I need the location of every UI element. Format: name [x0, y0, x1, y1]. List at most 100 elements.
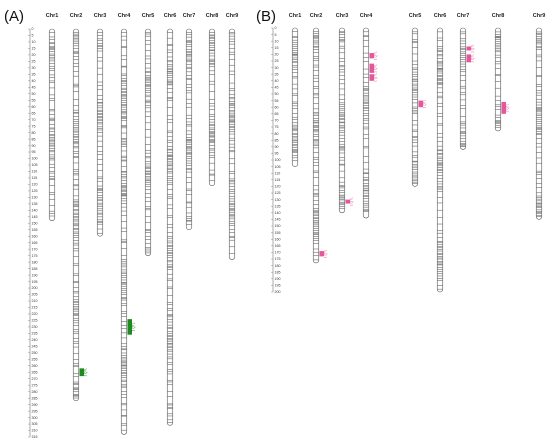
chromosome-body — [494, 27, 502, 132]
ruler-tick-label: 110 — [32, 170, 38, 174]
ruler-tick-label: 165 — [275, 244, 281, 248]
chromosome-chr9: Chr9 — [533, 13, 546, 220]
panel-a: (A) 0 5 10 15 20 25 30 35 40 45 50 55 60 65 70 75 80 85 90… — [4, 8, 238, 439]
ruler-tick-label: 290 — [32, 403, 38, 407]
ruler-tick-label: 130 — [275, 198, 281, 202]
ruler-tick-label: 195 — [275, 284, 281, 288]
chromosome-title: Chr3 — [336, 13, 349, 19]
ruler-tick-label: 30 — [275, 66, 279, 70]
ruler-tick-label: 0 — [275, 26, 277, 30]
ruler-tick-label: 140 — [32, 209, 38, 213]
qtl-label: 1 QTL — [84, 368, 88, 377]
qtl-block: 1 QTL — [418, 99, 427, 108]
chromosome-title: Chr5 — [409, 13, 422, 19]
ruler-tick-label: 145 — [32, 215, 38, 219]
chromosome-title: Chr6 — [434, 13, 447, 19]
ruler-tick-label: 170 — [32, 247, 38, 251]
chromosome-body — [338, 27, 346, 214]
qtl-bar — [319, 251, 324, 257]
qtl-label: 2 QTL — [506, 103, 510, 112]
chromosome-title: Chr3 — [94, 13, 107, 19]
ruler-tick-label: 0 — [32, 27, 34, 31]
ruler-tick-label: 190 — [275, 277, 281, 281]
ruler-tick-label: 20 — [32, 53, 36, 57]
chromosome-chr2: Chr2 — [310, 13, 323, 264]
chromosome-title: Chr4 — [118, 13, 131, 19]
chromosome-title: Chr8 — [206, 13, 219, 19]
chromosome-chr4: Chr4 — [360, 13, 373, 219]
chromosome-body — [96, 28, 104, 237]
chromosome-title: Chr2 — [310, 13, 323, 19]
qtl-block: 2 QTL — [369, 63, 378, 73]
ruler-tick-label: 175 — [275, 257, 281, 261]
chromosome-body — [144, 28, 152, 256]
ruler-tick-label: 45 — [32, 85, 36, 89]
chromosome-body — [72, 28, 80, 402]
qtl-label: 1 QTL — [374, 73, 378, 82]
qtl-label: 1 QTL — [350, 197, 354, 206]
ruler-tick-label: 235 — [32, 332, 38, 336]
chromosome-title: Chr7 — [183, 13, 196, 19]
chromosome-body — [362, 27, 370, 219]
chromosome-chr5: Chr5 — [142, 13, 154, 256]
ruler-tick-label: 255 — [32, 357, 38, 361]
ruler-tick-label: 50 — [275, 92, 279, 96]
qtl-block: 1 QTL — [79, 368, 88, 377]
ruler-tick-label: 265 — [32, 370, 38, 374]
ruler-tick-label: 285 — [32, 396, 38, 400]
panel-b-label: (B) — [256, 8, 276, 25]
qtl-bar — [79, 368, 84, 377]
ruler-tick-label: 195 — [32, 280, 38, 284]
qtl-bar — [369, 63, 374, 73]
chromosome-title: Chr9 — [533, 13, 546, 19]
chromosome-title: Chr6 — [164, 13, 177, 19]
ruler-tick-label: 105 — [275, 165, 281, 169]
ruler-tick-label: 80 — [32, 131, 36, 135]
ruler-tick-label: 150 — [32, 221, 38, 225]
ruler-tick-label: 100 — [275, 158, 281, 162]
ruler-tick-label: 35 — [32, 73, 36, 77]
ruler-tick-label: 60 — [32, 105, 36, 109]
ruler-tick-label: 125 — [275, 191, 281, 195]
ruler-tick-label: 295 — [32, 409, 38, 413]
ruler-tick-label: 65 — [32, 111, 36, 115]
ruler-tick-label: 135 — [32, 202, 38, 206]
ruler-tick-label: 55 — [275, 99, 279, 103]
ruler-tick-label: 260 — [32, 364, 38, 368]
qtl-bar — [369, 53, 374, 59]
qtl-bar — [127, 319, 132, 335]
chromosome-body — [291, 27, 299, 167]
ruler-tick-label: 75 — [275, 125, 279, 129]
chromosome-body — [185, 28, 193, 231]
ruler-tick-label: 185 — [275, 270, 281, 274]
qtl-block: 1 QTL — [369, 73, 378, 82]
ruler-tick-label: 115 — [275, 178, 281, 182]
qtl-block: 2 QTL — [501, 101, 510, 114]
ruler-tick-label: 165 — [32, 241, 38, 245]
ruler-tick-label: 90 — [275, 145, 279, 149]
ruler-tick-label: 175 — [32, 254, 38, 258]
chromosome-title: Chr4 — [360, 13, 373, 19]
ruler-tick-label: 170 — [275, 251, 281, 255]
chromosome-body — [436, 27, 444, 293]
chromosome-title: Chr1 — [289, 13, 302, 19]
ruler-tick-label: 75 — [32, 124, 36, 128]
chromosome-body — [459, 27, 467, 150]
ruler-tick-label: 190 — [32, 273, 38, 277]
ruler-tick-label: 140 — [275, 211, 281, 215]
chromosome-chr7: Chr7 — [183, 13, 196, 231]
ruler-tick-label: 300 — [32, 416, 38, 420]
ruler-tick-label: 200 — [275, 290, 281, 294]
ruler-tick-label: 55 — [32, 98, 36, 102]
ruler-tick-label: 10 — [275, 39, 279, 43]
qtl-bar — [466, 54, 471, 63]
ruler-tick-label: 110 — [275, 171, 281, 175]
chromosome-body — [48, 28, 56, 221]
qtl-label: 2 QTL — [374, 64, 378, 73]
ruler-tick-label: 45 — [275, 86, 279, 90]
ruler-tick-label: 105 — [32, 163, 38, 167]
ruler-tick-label: 125 — [32, 189, 38, 193]
ruler-tick-label: 155 — [275, 231, 281, 235]
ruler-tick-label: 30 — [32, 66, 36, 70]
chromosome-title: Chr1 — [46, 13, 59, 19]
